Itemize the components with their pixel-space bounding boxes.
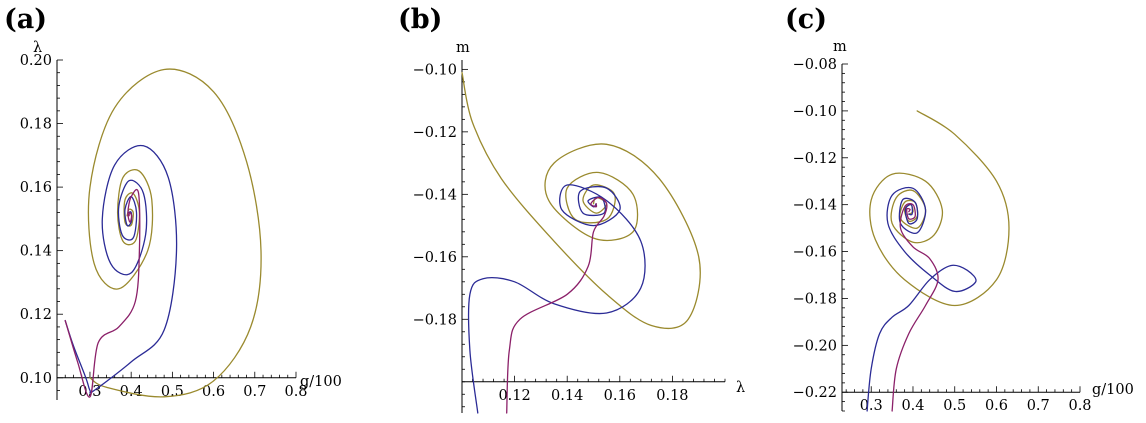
panel-c-y-tick-label: −0.16 [793, 245, 837, 261]
panel-a-x-tick-label: 0.4 [120, 384, 143, 400]
panel-b-y-tick-label: −0.16 [413, 250, 457, 266]
panel-c-y-tick-label: −0.12 [793, 151, 837, 167]
panel-b-letter: (b) [398, 4, 442, 35]
panel-b-y-tick-label: −0.10 [413, 62, 457, 78]
panel-a: (a) λ g/100 0.3 0.4 0.5 0.6 0.7 0.80.100.120.… [4, 4, 342, 400]
panel-a-navy-trajectory [64, 144, 178, 394]
panel-b-x-tick-label: 0.18 [656, 388, 688, 404]
panel-b-x-tick-label: 0.12 [498, 388, 530, 404]
panel-c-letter: (c) [785, 4, 827, 35]
panel-a-purple-trajectory [64, 189, 141, 398]
panel-c-y-tick-label: −0.10 [793, 104, 837, 120]
panel-c-x-tick-label: 0.3 [860, 398, 883, 414]
panel-c-y-tick-label: −0.14 [793, 198, 837, 214]
panel-c: (c) m g/100 0.3 0.4 0.5 0.6 0.7 0.8 −0.22 −0.20… [785, 4, 1134, 414]
panel-a-y-tick-label: 0.12 [20, 307, 52, 323]
panel-a-x-tick-label: 0.8 [284, 384, 307, 400]
panel-c-y-tick-label: −0.20 [793, 338, 837, 354]
panel-b-x-tick-label: 0.14 [551, 388, 583, 404]
panel-b-y-tick-label: −0.14 [413, 187, 457, 203]
panel-b-x-tick-label: 0.16 [604, 388, 636, 404]
panel-a-x-tick-label: 0.7 [243, 384, 266, 400]
panel-c-y-tick-label: −0.08 [793, 57, 837, 73]
panel-b-olive-trajectory [461, 71, 701, 330]
panel-c-y-tick-label: −0.18 [793, 291, 837, 307]
panel-b-x-axis-label: λ [736, 380, 745, 396]
panel-c-x-tick-label: 0.8 [1068, 398, 1091, 414]
panel-c-y-axis-label: m [833, 39, 847, 55]
panel-a-x-tick-label: 0.6 [202, 384, 225, 400]
panel-b-y-tick-label: −0.12 [413, 125, 457, 141]
panel-b-y-axis-label: m [456, 40, 470, 56]
panel-c-x-tick-label: 0.4 [901, 398, 924, 414]
panel-c-y-tick-label: −0.22 [793, 385, 837, 401]
panel-c-olive-trajectory [869, 110, 1010, 307]
panel-a-olive-trajectory [87, 68, 262, 398]
panel-c-x-tick-label: 0.6 [985, 398, 1008, 414]
panel-c-x-axis-label: g/100 [1092, 382, 1134, 398]
panel-c-x-tick-label: 0.5 [943, 398, 966, 414]
panel-a-y-tick-label: 0.18 [20, 117, 52, 133]
panel-a-y-axis-label: λ [33, 40, 42, 56]
panel-a-y-tick-label: 0.14 [20, 244, 52, 260]
panel-a-y-tick-label: 0.16 [20, 180, 52, 196]
panel-b-navy-trajectory [467, 184, 646, 414]
panel-c-x-tick-label: 0.7 [1027, 398, 1050, 414]
panel-b-purple-trajectory [506, 196, 608, 414]
panel-c-navy-trajectory [866, 186, 977, 412]
panel-c-purple-trajectory [891, 203, 939, 412]
panel-a-y-tick-label: 0.10 [20, 371, 52, 387]
panel-a-letter: (a) [4, 4, 47, 35]
panel-a-x-axis-label: g/100 [300, 374, 342, 390]
panel-a-y-tick-label: 0.20 [20, 53, 52, 69]
panel-b-y-tick-label: −0.18 [413, 312, 457, 328]
panel-b: (b) m λ 0.12 0.14 0.16 0.18 −0.18 −0.16 −0.14 −… [398, 4, 745, 414]
